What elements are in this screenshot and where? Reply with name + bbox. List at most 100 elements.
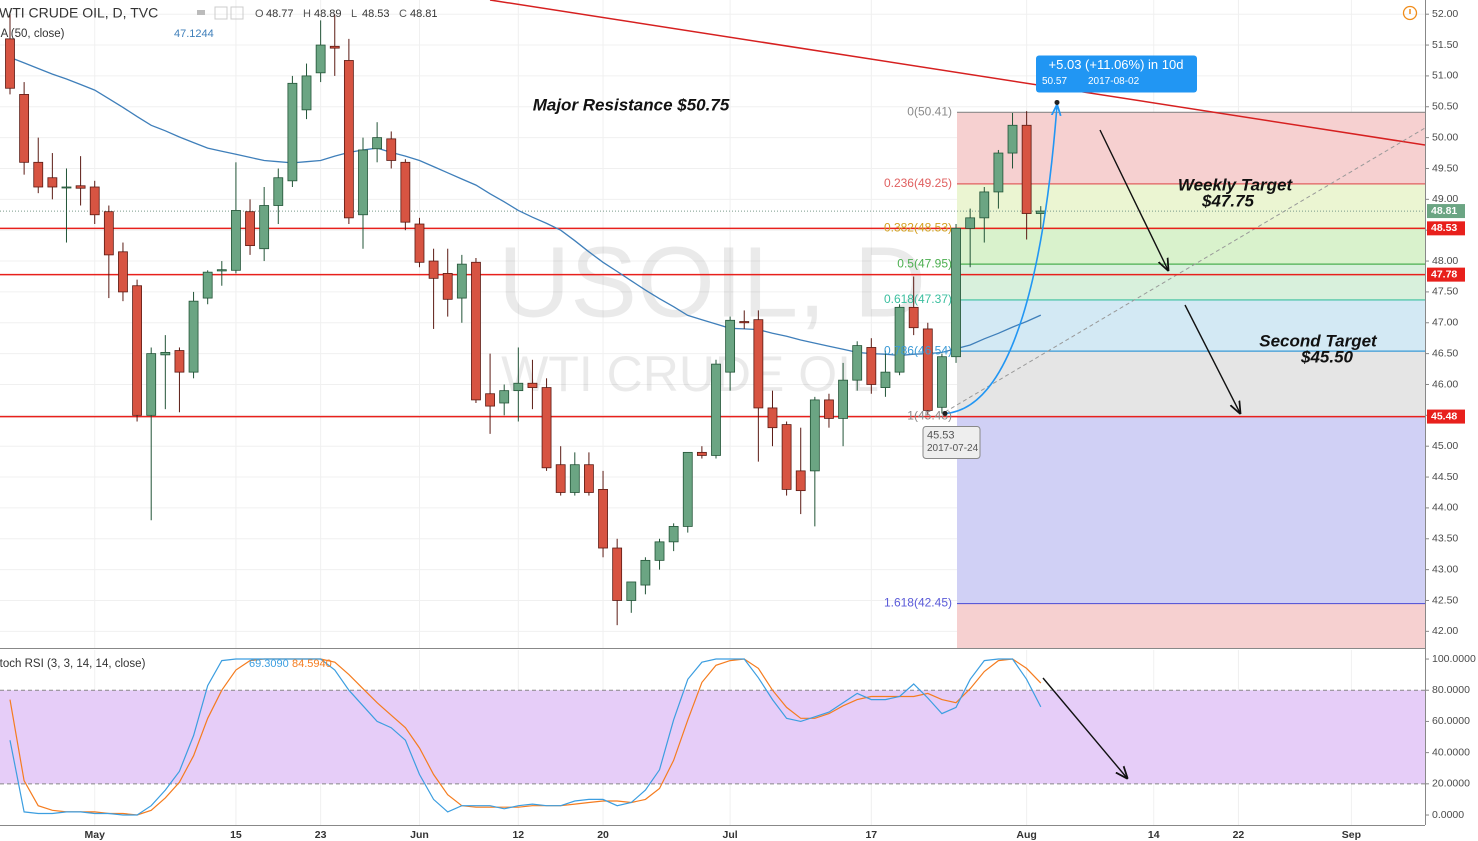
measure-end-date: 2017-08-02 xyxy=(1088,76,1140,87)
fib-zone xyxy=(957,112,1425,184)
candle-body xyxy=(852,345,863,381)
fib-zone xyxy=(957,603,1425,648)
annotation: Second Target xyxy=(1259,331,1378,350)
price-label: 47.78 xyxy=(1431,268,1457,280)
fib-zone xyxy=(957,228,1425,265)
annotation: Weekly Target xyxy=(1178,175,1294,194)
price-label-box xyxy=(1427,409,1465,424)
candle-body xyxy=(343,60,354,219)
candle-body xyxy=(951,227,961,358)
candle-body xyxy=(979,191,990,219)
candle-body xyxy=(640,559,651,586)
candle-body xyxy=(315,44,326,74)
candle-body xyxy=(1021,124,1032,214)
y-tick-label: 49.50 xyxy=(1432,162,1458,174)
price-label: 45.48 xyxy=(1431,410,1457,422)
x-tick-label: Aug xyxy=(1016,829,1036,841)
candle-body xyxy=(174,350,185,373)
candle-body xyxy=(541,387,552,469)
candle-body xyxy=(75,185,86,189)
indicator-line xyxy=(9,658,1042,816)
x-tick-label: Sep xyxy=(1342,829,1361,841)
candle-body xyxy=(513,382,524,392)
indicator-value: 84.5940 xyxy=(292,658,332,670)
overlay-value: 47.1244 xyxy=(174,28,214,40)
candle-body xyxy=(584,464,594,493)
candle-body xyxy=(132,285,142,416)
fib-zone xyxy=(957,299,1425,352)
fib-label: 1(45.48) xyxy=(907,409,952,423)
y-tick-label: 45.00 xyxy=(1432,440,1458,452)
fib-label: 0.786(46.54) xyxy=(884,343,952,357)
candle-body xyxy=(809,399,820,472)
y-tick-label: 48.00 xyxy=(1432,255,1458,267)
y-tick-label: 46.50 xyxy=(1432,347,1458,359)
candle-body xyxy=(626,581,637,601)
candle-body xyxy=(386,138,397,161)
settings-icon[interactable] xyxy=(214,6,228,20)
candle-body xyxy=(442,272,453,300)
fib-label: 1.618(42.45) xyxy=(884,596,952,610)
measure-label: +5.03 (+11.06%) in 10d xyxy=(1049,57,1184,72)
x-tick-label: 20 xyxy=(597,829,609,841)
candle-body xyxy=(47,177,58,188)
y-tick-label: 100.0000 xyxy=(1432,653,1476,665)
chart-title: WTI CRUDE OIL, D, TVC xyxy=(0,5,158,21)
y-tick-label: 20.0000 xyxy=(1432,778,1470,790)
main-marks xyxy=(0,14,1425,626)
candle-body xyxy=(301,75,312,111)
fib-label: 0.618(47.37) xyxy=(884,292,952,306)
indicator-panel xyxy=(0,650,1425,825)
candle-body xyxy=(555,464,566,493)
candle-body xyxy=(400,161,411,223)
y-tick-label: 60.0000 xyxy=(1432,715,1470,727)
candle-body xyxy=(795,470,806,492)
arrow xyxy=(1042,677,1127,778)
candle-body xyxy=(894,306,905,373)
candle-body xyxy=(908,306,919,329)
ohlc-value: 48.53 xyxy=(362,8,390,20)
x-tick-label: May xyxy=(85,829,106,841)
measure-start-price: 45.53 xyxy=(927,429,955,441)
candle-body xyxy=(372,137,383,150)
main-back: USOIL, D WTI CRUDE OIL xyxy=(0,0,1425,648)
candle-body xyxy=(1035,210,1046,214)
x-tick-label: 14 xyxy=(1148,829,1160,841)
y-tick-label: 51.50 xyxy=(1432,39,1458,51)
candle-body xyxy=(456,263,467,299)
candle-body xyxy=(682,451,693,527)
x-tick-label: 23 xyxy=(315,829,327,841)
x-tick-label: 15 xyxy=(230,829,242,841)
ohlc-name: O xyxy=(255,8,264,20)
candle-body xyxy=(668,526,679,543)
candle-body xyxy=(358,149,368,216)
y-tick-label: 50.00 xyxy=(1432,131,1458,143)
candle-body xyxy=(824,399,834,419)
x-tick-label: Jun xyxy=(410,829,429,841)
candle-body xyxy=(287,82,298,182)
indicator-title: Stoch RSI (3, 3, 14, 14, close) xyxy=(0,658,146,670)
y-tick-label: 44.00 xyxy=(1432,502,1458,514)
annotation: $47.75 xyxy=(1201,191,1255,210)
fib-zone xyxy=(957,264,1425,300)
y-tick-label: 47.00 xyxy=(1432,317,1458,329)
menu-icon[interactable] xyxy=(197,10,205,15)
candle-body xyxy=(414,223,425,263)
fib-label: 0(50.41) xyxy=(907,104,952,118)
candle-body xyxy=(1007,124,1018,154)
measure-start-box xyxy=(922,425,981,459)
candle-body xyxy=(838,379,848,419)
candle-body xyxy=(428,260,439,279)
candle-body xyxy=(188,300,199,373)
y-tick-label: 47.50 xyxy=(1432,286,1458,298)
fib-zone xyxy=(957,351,1425,417)
alert-icon[interactable] xyxy=(1402,5,1418,21)
candle-body xyxy=(19,94,30,163)
settings-icon[interactable] xyxy=(230,6,244,20)
y-tick-label: 50.50 xyxy=(1432,101,1458,113)
candle-body xyxy=(965,217,976,229)
x-tick-label: 12 xyxy=(512,829,524,841)
y-tick-label: 44.50 xyxy=(1432,471,1458,483)
candle-body xyxy=(216,269,227,272)
